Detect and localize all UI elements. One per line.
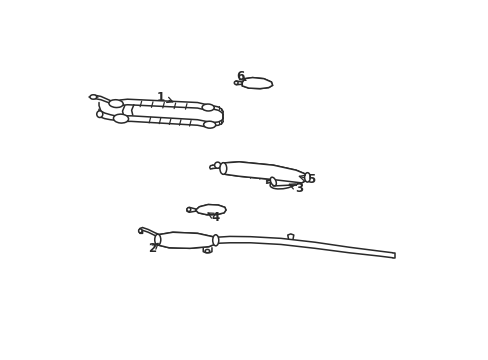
Ellipse shape [186,208,190,211]
Polygon shape [223,162,307,183]
Ellipse shape [154,234,161,245]
Ellipse shape [304,173,310,182]
Polygon shape [242,77,272,89]
Ellipse shape [234,81,238,85]
Ellipse shape [202,104,214,111]
Text: 3: 3 [294,182,303,195]
Polygon shape [156,232,217,248]
Text: 2: 2 [148,242,156,255]
Ellipse shape [270,177,276,186]
Text: 6: 6 [235,70,244,83]
Ellipse shape [113,114,128,123]
Ellipse shape [212,235,218,246]
Text: 1: 1 [157,91,164,104]
Polygon shape [273,176,298,186]
Ellipse shape [109,100,123,108]
Ellipse shape [97,111,102,117]
Ellipse shape [138,229,142,233]
Ellipse shape [269,177,297,189]
Ellipse shape [203,121,215,128]
Ellipse shape [205,249,209,253]
Text: 5: 5 [306,174,315,186]
Ellipse shape [90,95,97,99]
Text: 4: 4 [211,211,220,224]
Polygon shape [195,204,225,215]
Ellipse shape [214,162,220,168]
Ellipse shape [220,163,226,174]
